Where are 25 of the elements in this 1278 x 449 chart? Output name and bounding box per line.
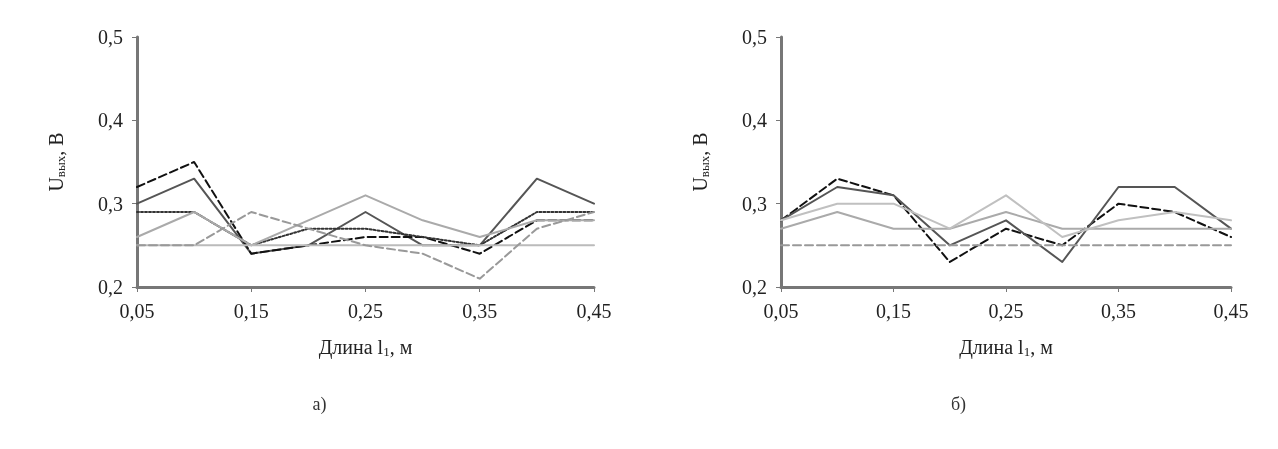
- y-tick-label: 0,3: [742, 192, 767, 215]
- x-tick-label: 0,25: [348, 300, 383, 322]
- y-tick-label: 0,2: [98, 276, 123, 298]
- y-tick-label: 0,5: [742, 26, 767, 48]
- y-tick-label: 0,2: [742, 276, 767, 298]
- x-tick-label: 0,35: [462, 300, 498, 322]
- text: б): [950, 394, 967, 415]
- line-series: [136, 194, 595, 247]
- line-series: [136, 211, 595, 280]
- text: а): [312, 394, 327, 415]
- x-tick-label: 0,35: [1101, 300, 1136, 322]
- x-tick-label: 0,05: [763, 300, 799, 322]
- x-tick-label: 0,05: [119, 300, 155, 322]
- x-tick-label: 0,15: [233, 300, 269, 322]
- x-tick-label: 0,15: [876, 300, 911, 322]
- x-tick-label: 0,45: [576, 300, 612, 322]
- y-tick-label: 0,5: [98, 26, 123, 48]
- x-tick-label: 0,25: [988, 300, 1024, 322]
- x-tick-label: 0,45: [1213, 300, 1249, 322]
- y-axis-title: Uвых, В: [44, 132, 68, 192]
- y-tick-label: 0,3: [98, 192, 123, 215]
- y-tick-label: 0,4: [742, 109, 767, 132]
- y-tick-label: 0,4: [98, 109, 123, 132]
- line-series: [780, 194, 1232, 238]
- y-axis-title: Uвых, В: [688, 132, 712, 192]
